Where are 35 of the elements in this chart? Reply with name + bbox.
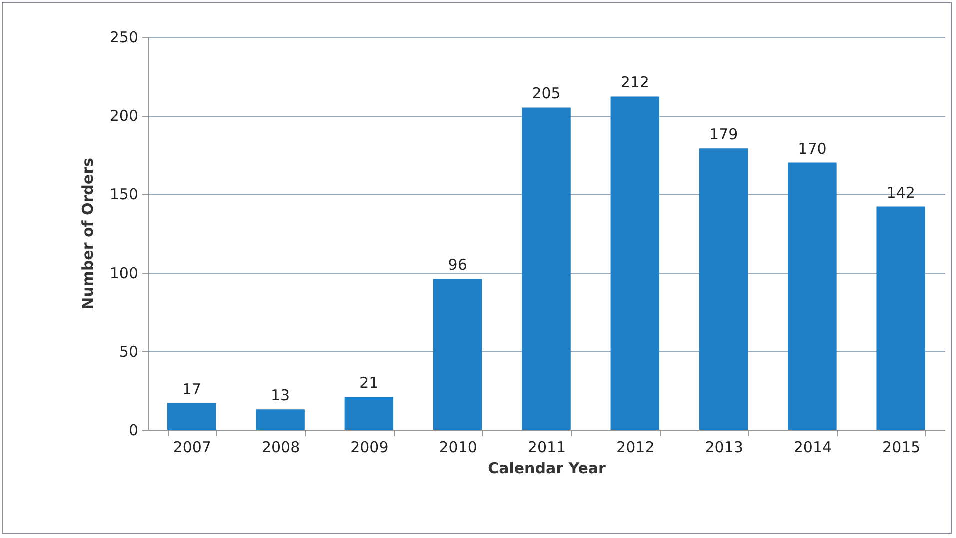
- data-label: 179: [709, 126, 738, 144]
- bar: [610, 96, 660, 430]
- bar: [256, 410, 305, 430]
- y-tick-label: 200: [110, 107, 138, 126]
- bar: [522, 108, 571, 430]
- x-tick-label: 2013: [705, 438, 744, 456]
- x-tick-label: 2011: [528, 438, 566, 456]
- x-tick-label: 2008: [262, 438, 300, 456]
- y-tick-label: 250: [110, 28, 138, 46]
- x-tick-label: 2007: [173, 438, 212, 456]
- data-label: 17: [182, 380, 202, 398]
- data-label: 21: [360, 374, 379, 392]
- data-label: 170: [798, 140, 827, 158]
- data-label: 142: [886, 184, 916, 202]
- data-label: 212: [620, 74, 650, 92]
- bar: [699, 148, 748, 430]
- data-label: 96: [448, 256, 468, 274]
- bar: [433, 279, 482, 430]
- x-tick-label: 2012: [616, 438, 655, 456]
- x-axis-title: Calendar Year: [488, 460, 606, 478]
- bar: [344, 396, 394, 430]
- x-tick-label: 2010: [439, 438, 478, 456]
- y-tick-label: 50: [119, 342, 138, 361]
- bar: [876, 206, 926, 430]
- x-tick-label: 2015: [882, 438, 921, 456]
- data-label: 13: [270, 386, 290, 405]
- x-tick-label: 2009: [350, 438, 389, 456]
- bar: [788, 162, 837, 430]
- y-tick-label: 0: [128, 422, 138, 440]
- x-tick-label: 2014: [794, 438, 832, 456]
- y-tick-label: 150: [110, 186, 138, 204]
- y-tick-label: 100: [110, 264, 138, 282]
- bar: [168, 403, 216, 430]
- data-label: 205: [532, 84, 561, 103]
- y-axis-title: Number of Orders: [78, 158, 97, 310]
